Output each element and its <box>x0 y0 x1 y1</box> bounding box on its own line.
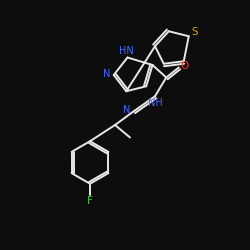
Text: S: S <box>191 27 198 37</box>
Text: O: O <box>180 61 188 71</box>
Text: F: F <box>87 196 93 205</box>
Text: HN: HN <box>119 46 134 56</box>
Text: N: N <box>123 105 130 115</box>
Text: N: N <box>103 69 110 79</box>
Text: NH: NH <box>148 98 162 108</box>
